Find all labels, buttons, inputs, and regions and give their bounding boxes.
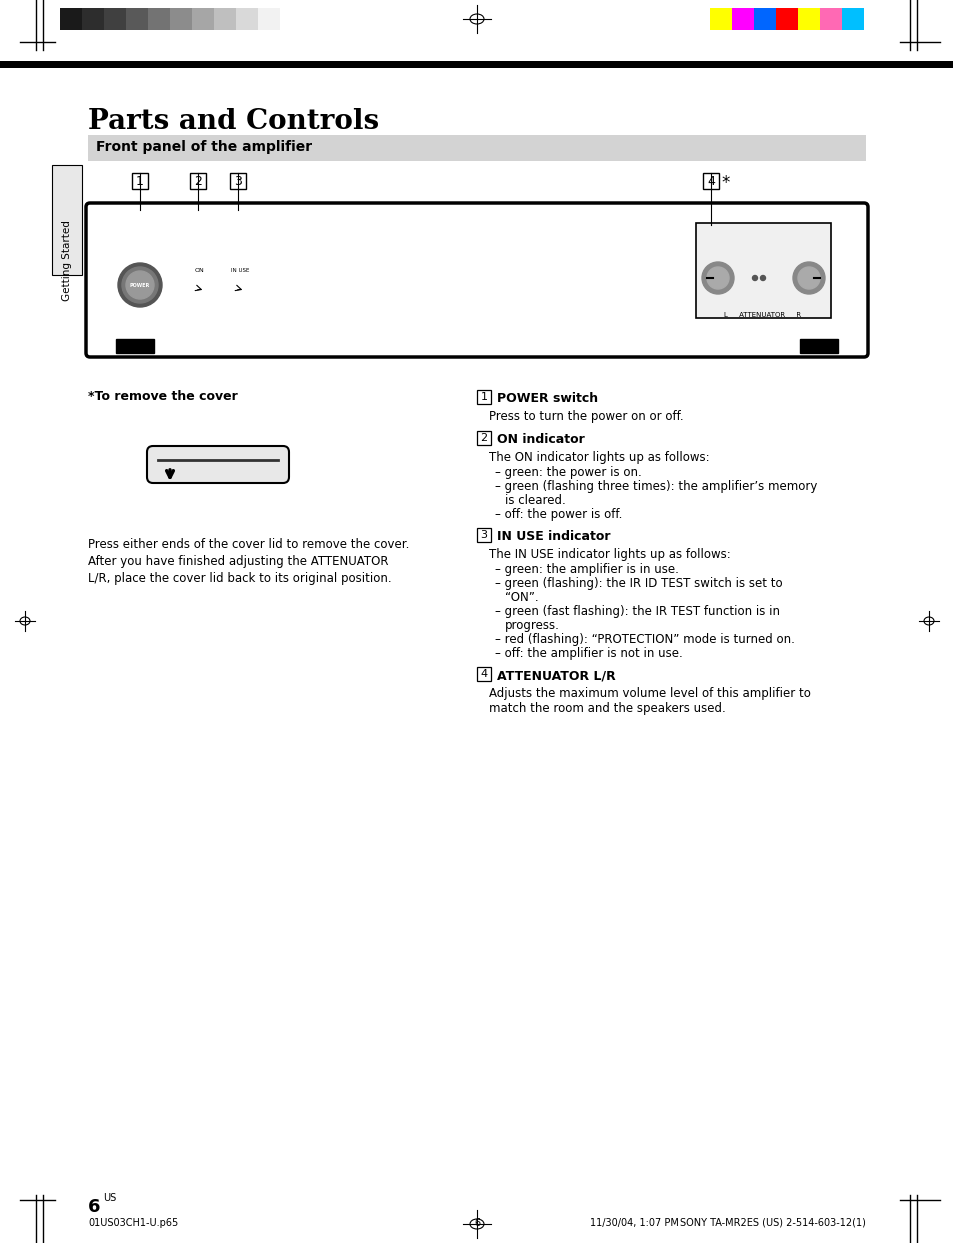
- Text: The ON indicator lights up as follows:: The ON indicator lights up as follows:: [489, 451, 709, 464]
- Text: POWER: POWER: [130, 282, 150, 287]
- Bar: [797, 7, 820, 30]
- Text: IN USE: IN USE: [231, 267, 249, 272]
- Text: 2: 2: [480, 433, 487, 443]
- Text: – red (flashing): “PROTECTION” mode is turned on.: – red (flashing): “PROTECTION” mode is t…: [495, 633, 794, 646]
- Text: *: *: [720, 174, 729, 191]
- Bar: [476, 667, 491, 681]
- Text: – green: the power is on.: – green: the power is on.: [495, 466, 641, 479]
- Bar: [132, 173, 148, 189]
- Bar: [148, 7, 170, 30]
- FancyBboxPatch shape: [147, 446, 289, 484]
- Text: 11/30/04, 1:07 PM: 11/30/04, 1:07 PM: [589, 1218, 679, 1228]
- Circle shape: [118, 264, 162, 307]
- Text: 6: 6: [474, 1218, 479, 1228]
- Bar: [60, 7, 82, 30]
- Text: L/R, place the cover lid back to its original position.: L/R, place the cover lid back to its ori…: [88, 572, 392, 585]
- Bar: [753, 7, 775, 30]
- Text: POWER switch: POWER switch: [497, 392, 598, 405]
- Circle shape: [701, 262, 733, 295]
- Bar: [82, 7, 104, 30]
- Bar: [170, 7, 192, 30]
- Bar: [0, 61, 953, 68]
- Text: 6: 6: [88, 1198, 100, 1216]
- Text: 1: 1: [480, 392, 487, 401]
- Bar: [476, 390, 491, 404]
- Text: Press either ends of the cover lid to remove the cover.: Press either ends of the cover lid to re…: [88, 538, 409, 551]
- Circle shape: [797, 267, 820, 290]
- Circle shape: [760, 276, 764, 281]
- Text: 3: 3: [233, 174, 242, 188]
- Text: Adjusts the maximum volume level of this amplifier to: Adjusts the maximum volume level of this…: [489, 687, 810, 700]
- Bar: [696, 222, 830, 318]
- Bar: [820, 7, 841, 30]
- Circle shape: [126, 271, 153, 300]
- Text: – green (flashing three times): the amplifier’s memory: – green (flashing three times): the ampl…: [495, 480, 817, 493]
- Text: “ON”.: “ON”.: [504, 590, 538, 604]
- Bar: [116, 339, 153, 353]
- Circle shape: [122, 267, 158, 303]
- Text: – off: the power is off.: – off: the power is off.: [495, 508, 621, 521]
- Text: – green (flashing): the IR ID TEST switch is set to: – green (flashing): the IR ID TEST switc…: [495, 577, 781, 590]
- Bar: [476, 528, 491, 542]
- Text: progress.: progress.: [504, 619, 559, 631]
- Text: is cleared.: is cleared.: [504, 493, 565, 507]
- Bar: [126, 7, 148, 30]
- Text: Getting Started: Getting Started: [62, 220, 71, 301]
- Circle shape: [706, 267, 728, 290]
- Text: SONY TA-MR2ES (US) 2-514-603-12(1): SONY TA-MR2ES (US) 2-514-603-12(1): [679, 1218, 865, 1228]
- Bar: [192, 7, 213, 30]
- Text: ON indicator: ON indicator: [497, 433, 584, 446]
- Bar: [731, 7, 753, 30]
- Bar: [775, 7, 797, 30]
- Text: Press to turn the power on or off.: Press to turn the power on or off.: [489, 410, 683, 423]
- Text: ON: ON: [195, 267, 205, 272]
- Text: Front panel of the amplifier: Front panel of the amplifier: [96, 140, 312, 154]
- Text: 4: 4: [706, 174, 714, 188]
- Text: ATTENUATOR L/R: ATTENUATOR L/R: [497, 669, 615, 682]
- Bar: [476, 431, 491, 445]
- Text: – green (fast flashing): the IR TEST function is in: – green (fast flashing): the IR TEST fun…: [495, 605, 780, 618]
- Text: – off: the amplifier is not in use.: – off: the amplifier is not in use.: [495, 648, 682, 660]
- Text: Parts and Controls: Parts and Controls: [88, 108, 378, 135]
- Text: 2: 2: [193, 174, 202, 188]
- Bar: [190, 173, 206, 189]
- FancyBboxPatch shape: [86, 203, 867, 357]
- Circle shape: [792, 262, 824, 295]
- Bar: [709, 7, 731, 30]
- Text: L     ATTENUATOR     R: L ATTENUATOR R: [723, 312, 801, 318]
- Text: 3: 3: [480, 530, 487, 539]
- Text: *To remove the cover: *To remove the cover: [88, 390, 237, 403]
- Bar: [800, 339, 837, 353]
- Text: 01US03CH1-U.p65: 01US03CH1-U.p65: [88, 1218, 178, 1228]
- Text: After you have finished adjusting the ATTENUATOR: After you have finished adjusting the AT…: [88, 556, 388, 568]
- Text: US: US: [103, 1193, 116, 1203]
- Bar: [702, 173, 719, 189]
- Bar: [257, 7, 280, 30]
- Bar: [104, 7, 126, 30]
- Text: 1: 1: [136, 174, 144, 188]
- Bar: [235, 7, 257, 30]
- Bar: [230, 173, 246, 189]
- Circle shape: [752, 276, 757, 281]
- Bar: [841, 7, 863, 30]
- Text: 4: 4: [480, 669, 487, 679]
- Text: The IN USE indicator lights up as follows:: The IN USE indicator lights up as follow…: [489, 548, 730, 561]
- Text: IN USE indicator: IN USE indicator: [497, 530, 610, 543]
- Text: – green: the amplifier is in use.: – green: the amplifier is in use.: [495, 563, 679, 576]
- Text: match the room and the speakers used.: match the room and the speakers used.: [489, 702, 725, 715]
- Bar: [213, 7, 235, 30]
- Bar: [88, 135, 865, 162]
- Bar: [52, 165, 82, 275]
